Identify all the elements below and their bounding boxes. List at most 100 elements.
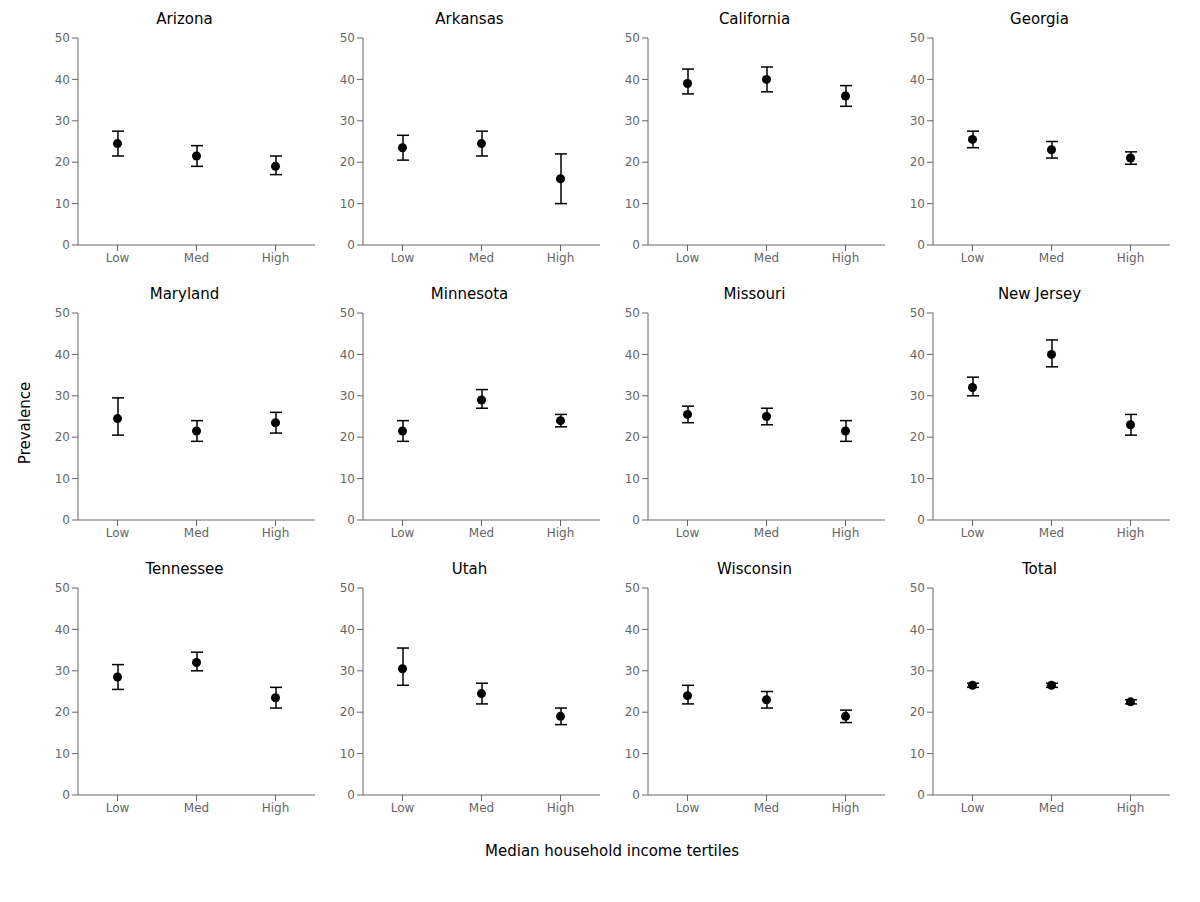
svg-text:50: 50 <box>340 31 355 45</box>
svg-text:20: 20 <box>340 155 355 169</box>
svg-text:10: 10 <box>910 197 925 211</box>
svg-text:0: 0 <box>62 238 70 252</box>
svg-text:0: 0 <box>632 788 640 802</box>
svg-text:20: 20 <box>625 155 640 169</box>
svg-text:Low: Low <box>106 526 130 540</box>
svg-text:30: 30 <box>340 664 355 678</box>
svg-text:10: 10 <box>55 472 70 486</box>
svg-text:30: 30 <box>340 389 355 403</box>
svg-text:High: High <box>1117 801 1145 815</box>
svg-text:Low: Low <box>106 801 130 815</box>
svg-text:50: 50 <box>340 581 355 595</box>
svg-text:40: 40 <box>55 623 70 637</box>
svg-text:20: 20 <box>55 155 70 169</box>
svg-text:Med: Med <box>1039 801 1064 815</box>
svg-text:40: 40 <box>910 623 925 637</box>
svg-text:High: High <box>832 801 860 815</box>
svg-text:10: 10 <box>625 197 640 211</box>
svg-text:10: 10 <box>910 747 925 761</box>
svg-text:0: 0 <box>632 513 640 527</box>
svg-text:Med: Med <box>1039 251 1064 265</box>
svg-text:High: High <box>547 526 575 540</box>
svg-text:0: 0 <box>917 513 925 527</box>
svg-text:Low: Low <box>961 801 985 815</box>
svg-text:Med: Med <box>184 801 209 815</box>
svg-text:0: 0 <box>347 513 355 527</box>
svg-text:10: 10 <box>340 747 355 761</box>
svg-text:50: 50 <box>910 306 925 320</box>
svg-text:30: 30 <box>55 389 70 403</box>
svg-text:20: 20 <box>340 705 355 719</box>
svg-text:High: High <box>1117 251 1145 265</box>
svg-text:40: 40 <box>340 73 355 87</box>
svg-text:10: 10 <box>910 472 925 486</box>
svg-text:30: 30 <box>55 114 70 128</box>
svg-text:0: 0 <box>917 788 925 802</box>
svg-text:30: 30 <box>910 664 925 678</box>
svg-text:40: 40 <box>625 623 640 637</box>
svg-text:30: 30 <box>625 389 640 403</box>
svg-text:Low: Low <box>676 526 700 540</box>
svg-text:40: 40 <box>340 348 355 362</box>
svg-text:10: 10 <box>55 197 70 211</box>
svg-text:20: 20 <box>55 430 70 444</box>
svg-text:20: 20 <box>340 430 355 444</box>
svg-text:10: 10 <box>625 472 640 486</box>
svg-text:0: 0 <box>347 788 355 802</box>
svg-text:Low: Low <box>391 801 415 815</box>
svg-text:Med: Med <box>469 251 494 265</box>
svg-text:Med: Med <box>469 801 494 815</box>
svg-text:Low: Low <box>391 251 415 265</box>
svg-text:50: 50 <box>55 306 70 320</box>
svg-text:High: High <box>832 526 860 540</box>
svg-text:20: 20 <box>55 705 70 719</box>
svg-text:20: 20 <box>910 705 925 719</box>
svg-text:Low: Low <box>676 251 700 265</box>
svg-text:High: High <box>1117 526 1145 540</box>
svg-text:40: 40 <box>55 73 70 87</box>
svg-text:40: 40 <box>910 348 925 362</box>
svg-text:50: 50 <box>340 306 355 320</box>
svg-text:50: 50 <box>625 31 640 45</box>
svg-text:0: 0 <box>62 513 70 527</box>
svg-text:40: 40 <box>55 348 70 362</box>
svg-text:30: 30 <box>625 664 640 678</box>
svg-text:High: High <box>547 801 575 815</box>
svg-text:30: 30 <box>625 114 640 128</box>
svg-text:50: 50 <box>55 31 70 45</box>
svg-text:0: 0 <box>632 238 640 252</box>
svg-text:40: 40 <box>910 73 925 87</box>
svg-text:40: 40 <box>625 73 640 87</box>
svg-text:High: High <box>262 801 290 815</box>
svg-text:Low: Low <box>676 801 700 815</box>
svg-text:20: 20 <box>910 155 925 169</box>
svg-text:50: 50 <box>55 581 70 595</box>
svg-text:Med: Med <box>184 251 209 265</box>
svg-text:40: 40 <box>625 348 640 362</box>
svg-text:Med: Med <box>754 251 779 265</box>
svg-text:Med: Med <box>469 526 494 540</box>
svg-text:10: 10 <box>55 747 70 761</box>
svg-text:High: High <box>262 526 290 540</box>
svg-text:50: 50 <box>625 306 640 320</box>
svg-text:30: 30 <box>55 664 70 678</box>
svg-text:10: 10 <box>625 747 640 761</box>
svg-text:10: 10 <box>340 472 355 486</box>
svg-text:Low: Low <box>961 526 985 540</box>
svg-text:20: 20 <box>625 430 640 444</box>
svg-text:Low: Low <box>106 251 130 265</box>
svg-text:Med: Med <box>754 801 779 815</box>
svg-text:0: 0 <box>917 238 925 252</box>
svg-text:Low: Low <box>391 526 415 540</box>
svg-text:50: 50 <box>910 581 925 595</box>
svg-text:30: 30 <box>910 114 925 128</box>
svg-text:Med: Med <box>184 526 209 540</box>
svg-text:20: 20 <box>625 705 640 719</box>
svg-text:High: High <box>262 251 290 265</box>
svg-text:40: 40 <box>340 623 355 637</box>
svg-text:Med: Med <box>1039 526 1064 540</box>
svg-text:10: 10 <box>340 197 355 211</box>
svg-text:30: 30 <box>340 114 355 128</box>
svg-text:Low: Low <box>961 251 985 265</box>
svg-text:20: 20 <box>910 430 925 444</box>
